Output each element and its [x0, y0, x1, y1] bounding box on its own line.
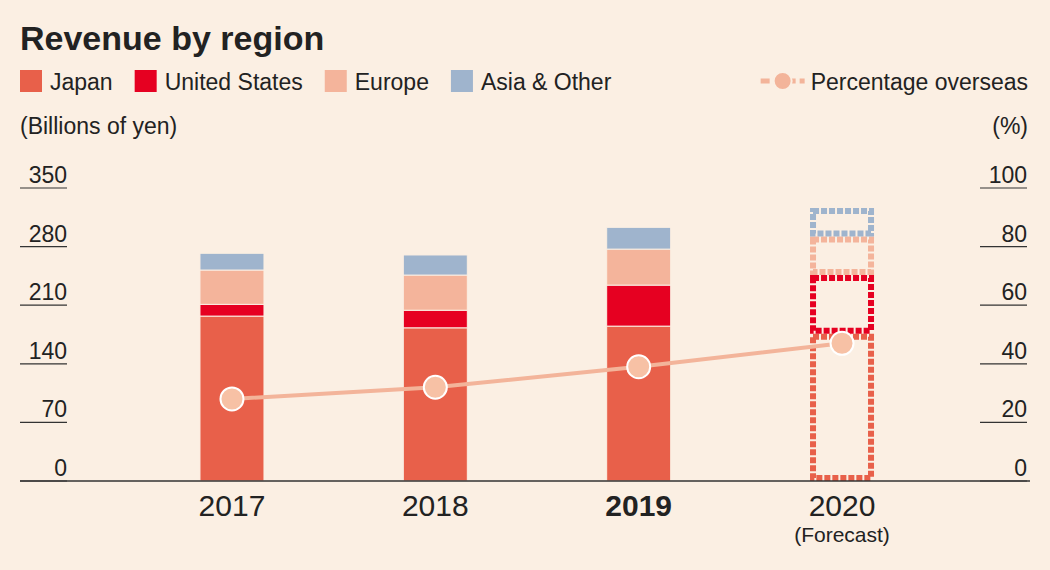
y2-tick-label: 100: [989, 162, 1027, 188]
line: [232, 343, 842, 399]
y-tick-label: 70: [41, 396, 67, 422]
y-tick-label: 350: [29, 162, 67, 188]
title: Revenue by region: [20, 19, 324, 57]
y-axis-title: (Billions of yen): [20, 113, 177, 139]
bar: [403, 310, 467, 328]
y2-tick-label: 40: [1001, 338, 1027, 364]
y-tick-label: 140: [29, 338, 67, 364]
bar: [200, 304, 264, 316]
chart: Revenue by region Japan United States Europ…: [0, 0, 1050, 570]
x-tick-label: 2018: [402, 489, 469, 522]
bar: [403, 328, 467, 481]
bar: [607, 285, 671, 326]
marker: [220, 387, 243, 410]
legend-label: Asia & Other: [481, 69, 612, 95]
marker: [831, 332, 854, 355]
y-tick-label: 0: [54, 455, 67, 481]
bar-forecast: [813, 211, 871, 233]
bar-forecast: [813, 337, 871, 478]
marker: [627, 355, 650, 378]
annotation: (Forecast): [794, 523, 890, 546]
x-tick-label: 2017: [199, 489, 266, 522]
bar: [200, 270, 264, 304]
x-tick-label: 2019: [605, 489, 672, 522]
x-tick-label: 2020: [809, 489, 876, 522]
y-tick-label: 280: [29, 221, 67, 247]
legend-label: Japan: [50, 69, 113, 95]
bar: [607, 249, 671, 285]
y2-tick-label: 0: [1014, 455, 1027, 481]
bar-forecast: [813, 278, 871, 331]
bar: [403, 255, 467, 275]
bar: [403, 275, 467, 310]
x-axis: [20, 480, 1030, 482]
y2-tick-label: 80: [1001, 221, 1027, 247]
bar: [607, 227, 671, 249]
legend-label: Europe: [355, 69, 429, 95]
bar: [607, 326, 671, 481]
legend-marker: [774, 72, 792, 90]
y2-tick-label: 60: [1001, 279, 1027, 305]
bar: [200, 253, 264, 270]
legend-swatch: [451, 70, 473, 92]
legend-swatch: [135, 70, 157, 92]
legend-swatch: [325, 70, 347, 92]
legend-label: Percentage overseas: [811, 69, 1028, 95]
legend-label: United States: [165, 69, 303, 95]
y2-axis-title: (%): [992, 113, 1028, 139]
y2-tick-label: 20: [1001, 396, 1027, 422]
bar-forecast: [813, 240, 871, 273]
marker: [424, 376, 447, 399]
plot-area: [200, 211, 871, 481]
legend-swatch: [20, 70, 42, 92]
y-tick-label: 210: [29, 279, 67, 305]
